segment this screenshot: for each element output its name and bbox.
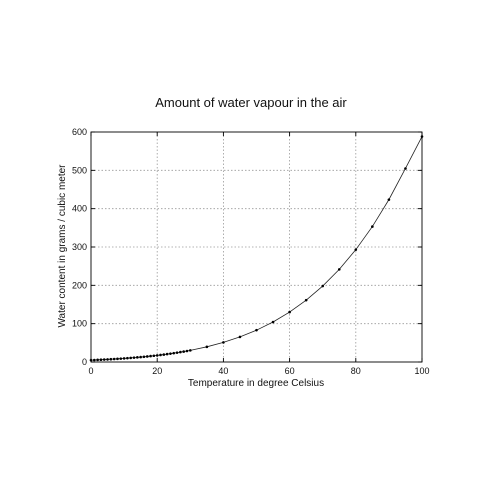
axis-ticks (90, 131, 423, 363)
data-point (205, 345, 209, 349)
data-point (93, 358, 96, 362)
data-point (404, 167, 407, 170)
data-point (102, 358, 106, 361)
chart-title: Amount of water vapour in the air (155, 95, 347, 110)
x-axis-label: Temperature in degree Celsius (188, 378, 324, 389)
data-point (109, 357, 113, 361)
data-point (238, 335, 242, 339)
x-tick-label: 100 (414, 366, 429, 376)
x-axis-tick-labels: 0 20 40 60 80 100 (88, 366, 429, 376)
data-point (142, 355, 146, 359)
data-point (169, 352, 172, 355)
data-point (255, 328, 258, 332)
data-point (145, 355, 149, 358)
x-tick-label: 0 (88, 366, 93, 376)
data-point (288, 310, 291, 314)
data-point (136, 356, 139, 359)
x-tick-label: 80 (351, 366, 361, 376)
data-point (354, 248, 358, 251)
data-point (89, 358, 93, 362)
data-point (96, 358, 99, 362)
data-point (420, 135, 424, 138)
data-point (122, 357, 126, 360)
grid (91, 132, 422, 362)
data-point (185, 349, 189, 353)
y-tick-label: 300 (72, 242, 87, 252)
data-point (106, 358, 109, 361)
data-point (159, 353, 162, 357)
data-point (119, 357, 123, 360)
data-point (371, 225, 374, 228)
data-point (152, 354, 156, 358)
data-point (165, 352, 169, 356)
data-point (304, 298, 308, 302)
data-point (132, 356, 136, 359)
y-tick-label: 0 (82, 357, 87, 367)
y-axis-tick-labels: 0 100 200 300 400 500 600 (72, 127, 87, 367)
data-point (99, 358, 103, 362)
data-point (337, 268, 341, 271)
data-point (175, 351, 179, 354)
y-tick-label: 100 (72, 319, 87, 329)
data-point (222, 341, 225, 344)
data-point (149, 354, 152, 358)
data-point (112, 357, 116, 361)
x-tick-label: 20 (152, 366, 162, 376)
data-point (182, 350, 185, 353)
data-point (321, 284, 325, 288)
data-point (172, 351, 176, 355)
data-point (139, 355, 142, 359)
data-point (129, 356, 133, 360)
y-axis-label: Water content in grams / cubic meter (57, 164, 68, 328)
data-point (271, 320, 275, 324)
data-point (155, 354, 159, 357)
x-tick-label: 60 (285, 366, 295, 376)
data-point (179, 350, 182, 354)
data-point (116, 357, 119, 361)
y-tick-label: 600 (72, 127, 87, 137)
y-tick-label: 400 (72, 204, 87, 214)
data-point (189, 349, 192, 352)
data-point (387, 198, 391, 201)
data-point (126, 356, 129, 360)
data-points (89, 135, 424, 362)
y-tick-label: 200 (72, 280, 87, 290)
x-tick-label: 40 (218, 366, 228, 376)
y-tick-label: 500 (72, 165, 87, 175)
data-point (162, 353, 166, 356)
